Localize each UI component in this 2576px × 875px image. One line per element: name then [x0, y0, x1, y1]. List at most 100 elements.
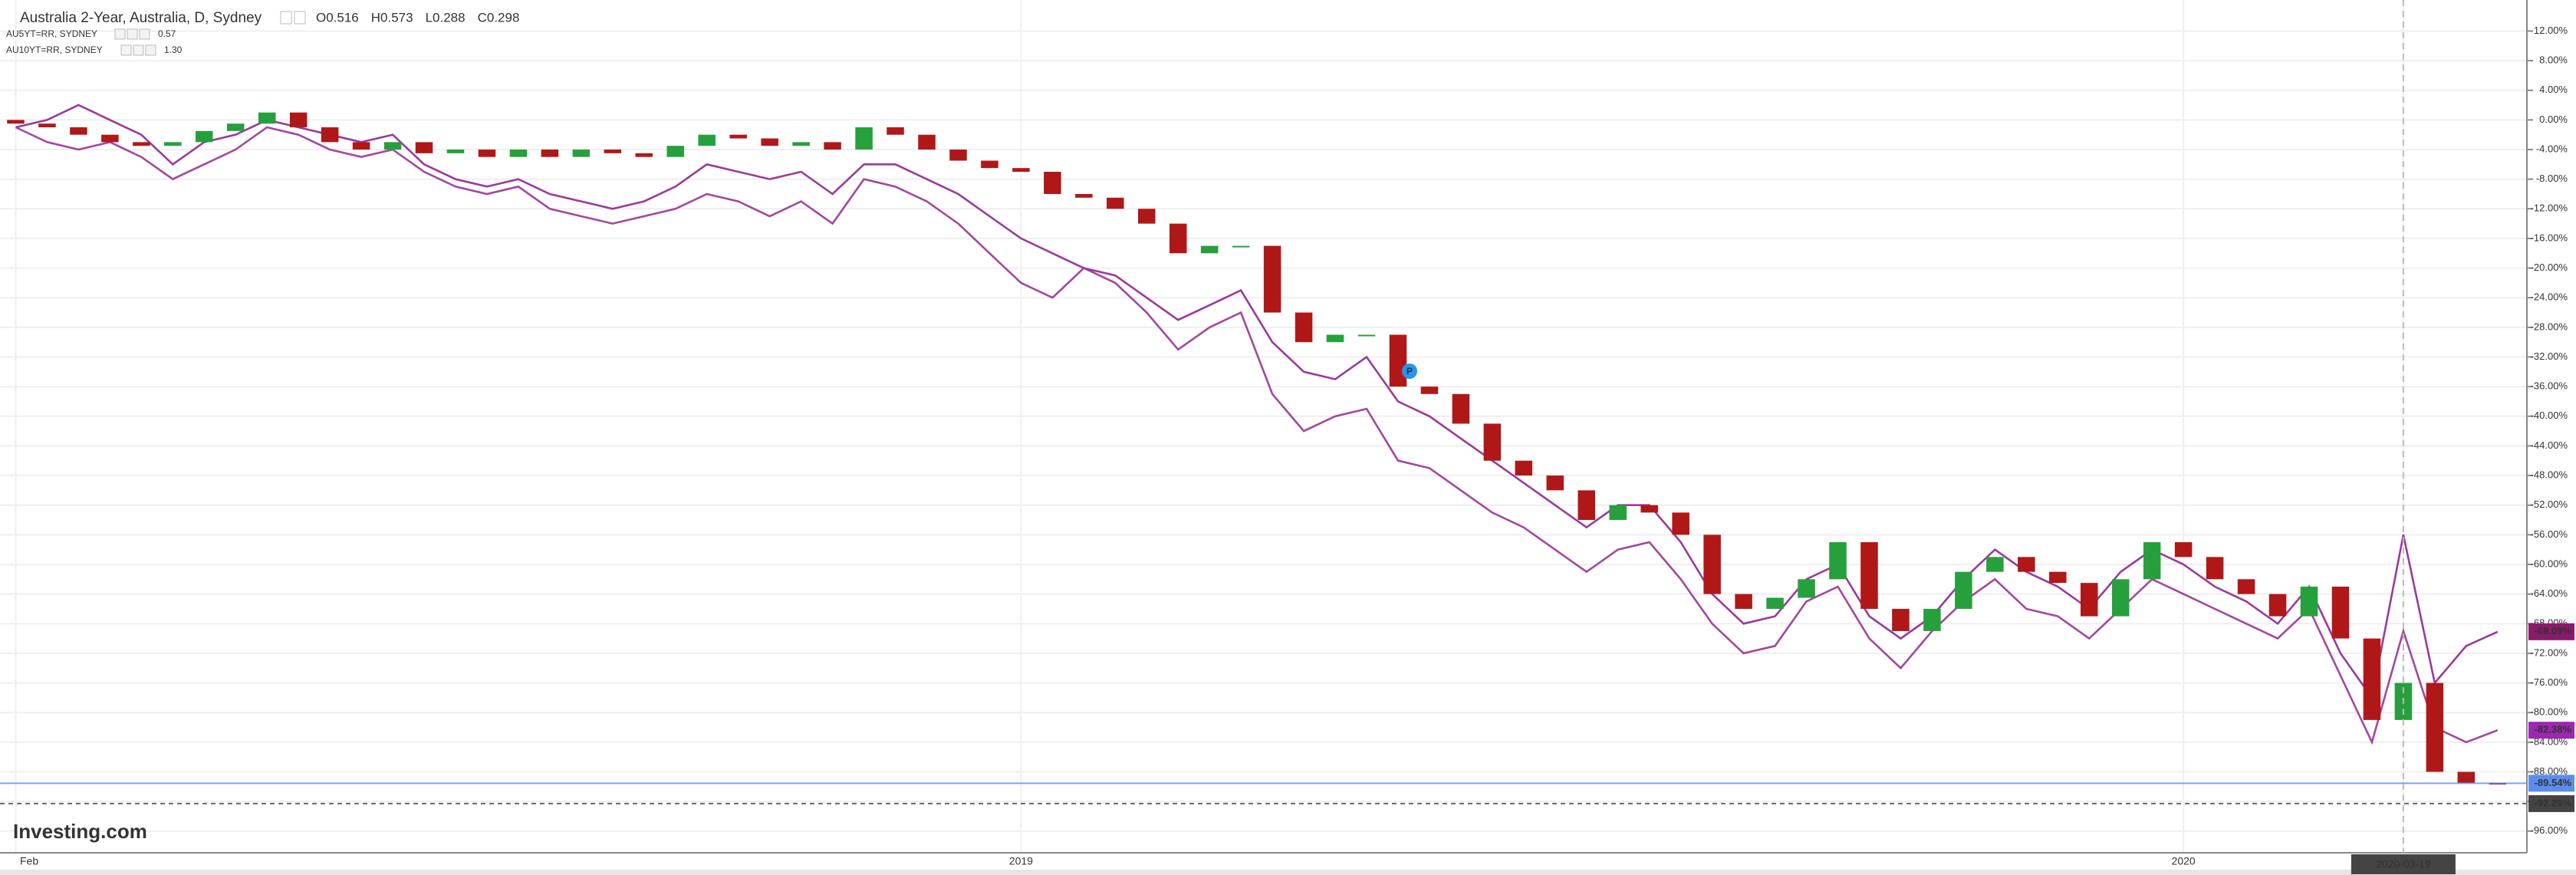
- candle-body: [1295, 312, 1313, 343]
- candle-body: [698, 134, 716, 146]
- y-tick-label: -8.00%: [2536, 173, 2568, 184]
- candle-body: [2206, 557, 2224, 580]
- candle-body: [918, 134, 936, 150]
- button: [280, 11, 292, 25]
- candle-body: [38, 123, 56, 128]
- candle-body: [226, 123, 245, 131]
- y-tick-label: -40.00%: [2531, 410, 2568, 421]
- y-tick-label: 4.00%: [2539, 84, 2568, 95]
- legend-button: [114, 28, 126, 40]
- candle-body: [2174, 542, 2193, 558]
- x-tick-label: 2019: [1009, 855, 1033, 867]
- candle-body: [2143, 542, 2161, 580]
- legend-value: 1.30: [164, 44, 183, 55]
- candle-body: [164, 142, 182, 146]
- candle-body: [446, 150, 465, 153]
- candle-body: [1137, 209, 1156, 224]
- candle-body: [2426, 683, 2444, 772]
- candle-body: [635, 153, 653, 157]
- legend-button: [127, 28, 138, 40]
- ohlc-value: H0.573: [371, 10, 413, 25]
- candle-body: [1923, 608, 1941, 631]
- price-label-bg: [2528, 794, 2574, 812]
- candle-body: [1420, 387, 1439, 394]
- legend-label: AU5YT=RR, SYDNEY: [6, 28, 97, 39]
- candle-body: [415, 142, 433, 153]
- grid: [0, 0, 2527, 853]
- legend-button: [133, 44, 144, 56]
- candle-body: [1389, 334, 1407, 387]
- ohlc-value: C0.298: [478, 10, 520, 25]
- candle-body: [1012, 168, 1030, 172]
- candle-body: [1609, 505, 1627, 521]
- candle-body: [1075, 193, 1093, 198]
- candle-body: [2237, 579, 2255, 594]
- crosshair-label-bg: [2351, 854, 2456, 874]
- event-marker[interactable]: [1402, 363, 1417, 379]
- y-tick-label: -88.00%: [2531, 765, 2568, 777]
- watermark: Investing.com: [13, 820, 147, 843]
- candle-body: [321, 127, 339, 143]
- candle-body: [2111, 579, 2130, 617]
- candle-body: [981, 160, 998, 169]
- candle-body: [1263, 245, 1281, 313]
- candle-body: [1169, 223, 1187, 254]
- candle-body: [1703, 535, 1721, 594]
- legend-button: [120, 44, 132, 56]
- candle-body: [1735, 594, 1752, 609]
- candle-body: [1766, 597, 1784, 609]
- candle-body: [509, 150, 528, 157]
- legend-label: AU10YT=RR, SYDNEY: [6, 44, 103, 55]
- candle-body: [7, 120, 25, 124]
- candle-body: [824, 142, 841, 150]
- candle-body: [2363, 638, 2381, 720]
- price-label: -92.29%: [2535, 797, 2572, 808]
- y-tick-label: -48.00%: [2531, 469, 2568, 481]
- price-label-bg: [2528, 623, 2574, 640]
- event-marker-icon: P: [1406, 366, 1413, 377]
- candle-body: [1452, 393, 1470, 424]
- y-tick-label: 0.00%: [2539, 113, 2568, 125]
- y-tick-label: 8.00%: [2539, 54, 2568, 66]
- candle-body: [1357, 334, 1376, 337]
- candle-body: [196, 130, 213, 143]
- candle-body: [572, 150, 591, 157]
- y-tick-label: -24.00%: [2531, 291, 2568, 303]
- candle-body: [855, 127, 873, 150]
- button: [294, 11, 306, 25]
- candle-body: [1829, 542, 1847, 580]
- legend: AU5YT=RR, SYDNEY 0.57 AU10YT=RR, SYDNEY 1.3…: [6, 28, 183, 56]
- y-tick-label: 12.00%: [2534, 25, 2568, 36]
- candle-body: [1986, 557, 2004, 572]
- ohlc-readout: O0.516 H0.573 L0.288 C0.298: [280, 10, 520, 25]
- candle-body: [289, 112, 308, 128]
- chart-title: Australia 2-Year, Australia, D, Sydney: [20, 10, 262, 26]
- candle-body: [1892, 608, 1910, 631]
- candle-body: [541, 150, 559, 157]
- y-tick-label: -28.00%: [2531, 321, 2568, 332]
- candle-body: [1200, 245, 1219, 254]
- y-tick-label: -60.00%: [2531, 558, 2568, 569]
- candle-body: [729, 134, 747, 139]
- y-tick-label: -20.00%: [2531, 262, 2568, 273]
- candle-body: [1326, 334, 1344, 343]
- ohlc-value: O0.516: [316, 10, 359, 25]
- legend-button: [145, 44, 156, 56]
- candle-body: [604, 150, 622, 153]
- candle-body: [1578, 490, 1596, 521]
- candle-body: [1107, 197, 1124, 209]
- candle-body: [2080, 583, 2098, 617]
- y-tick-label: -32.00%: [2531, 350, 2568, 362]
- scrollbar[interactable]: [0, 870, 2576, 875]
- candle-body: [1546, 475, 1564, 491]
- candle-body: [2268, 594, 2287, 617]
- candle-body: [70, 127, 87, 135]
- candle-body: [1515, 460, 1533, 476]
- candle-body: [1044, 171, 1061, 194]
- x-tick-label: 2020: [2172, 855, 2196, 867]
- candle-body: [1798, 579, 1815, 598]
- price-label: -69.09%: [2535, 625, 2572, 637]
- candle-body: [1955, 571, 1972, 609]
